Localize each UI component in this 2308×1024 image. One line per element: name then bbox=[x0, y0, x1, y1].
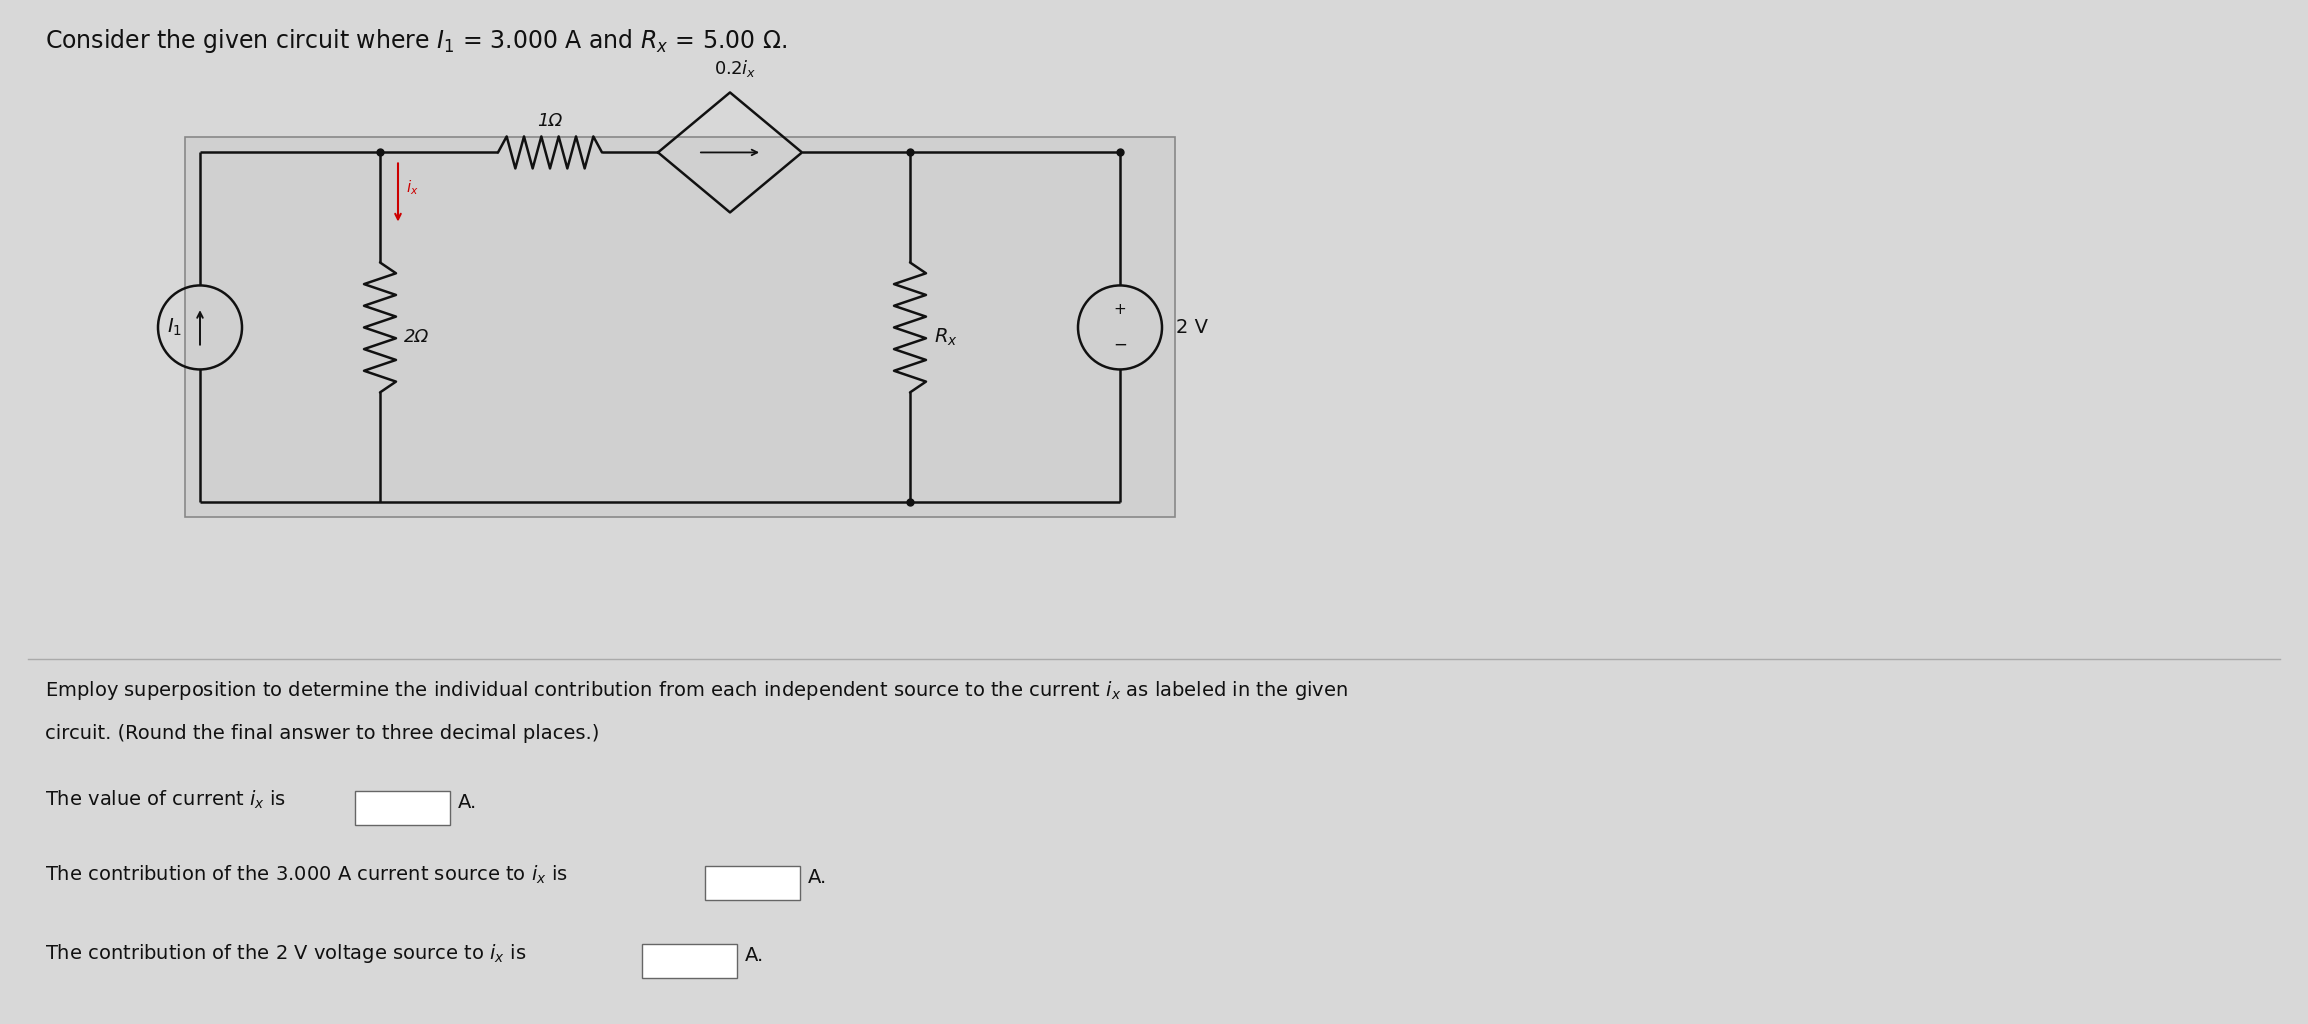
Text: −: − bbox=[1112, 336, 1126, 354]
Text: circuit. (Round the final answer to three decimal places.): circuit. (Round the final answer to thre… bbox=[44, 724, 600, 742]
Text: $\mathit{I}_1$: $\mathit{I}_1$ bbox=[166, 316, 182, 338]
Text: A.: A. bbox=[745, 946, 764, 965]
Text: The contribution of the 3.000 A current source to $\mathit{i}_x$ is: The contribution of the 3.000 A current … bbox=[44, 864, 568, 886]
Text: The value of current $\mathit{i}_x$ is: The value of current $\mathit{i}_x$ is bbox=[44, 788, 286, 811]
Text: 2Ω: 2Ω bbox=[404, 329, 429, 346]
Text: +: + bbox=[1115, 302, 1126, 317]
Text: 1Ω: 1Ω bbox=[538, 113, 563, 130]
Text: 2 V: 2 V bbox=[1177, 317, 1207, 337]
FancyBboxPatch shape bbox=[185, 137, 1175, 517]
Text: A.: A. bbox=[457, 793, 478, 812]
Text: $\mathit{i}_x$: $\mathit{i}_x$ bbox=[406, 178, 418, 197]
FancyBboxPatch shape bbox=[704, 866, 801, 900]
Text: Employ superposition to determine the individual contribution from each independ: Employ superposition to determine the in… bbox=[44, 679, 1348, 701]
FancyBboxPatch shape bbox=[642, 944, 736, 978]
Text: Consider the given circuit where $\mathit{I}_1$ = 3.000 A and $\mathit{R}_x$ = 5: Consider the given circuit where $\mathi… bbox=[44, 28, 787, 55]
FancyBboxPatch shape bbox=[355, 791, 450, 825]
Text: $\mathit{R}_x$: $\mathit{R}_x$ bbox=[935, 327, 958, 348]
Text: The contribution of the 2 V voltage source to $\mathit{i}_x$ is: The contribution of the 2 V voltage sour… bbox=[44, 942, 526, 965]
Text: $0.2i_x$: $0.2i_x$ bbox=[713, 58, 757, 80]
Text: A.: A. bbox=[808, 868, 826, 887]
